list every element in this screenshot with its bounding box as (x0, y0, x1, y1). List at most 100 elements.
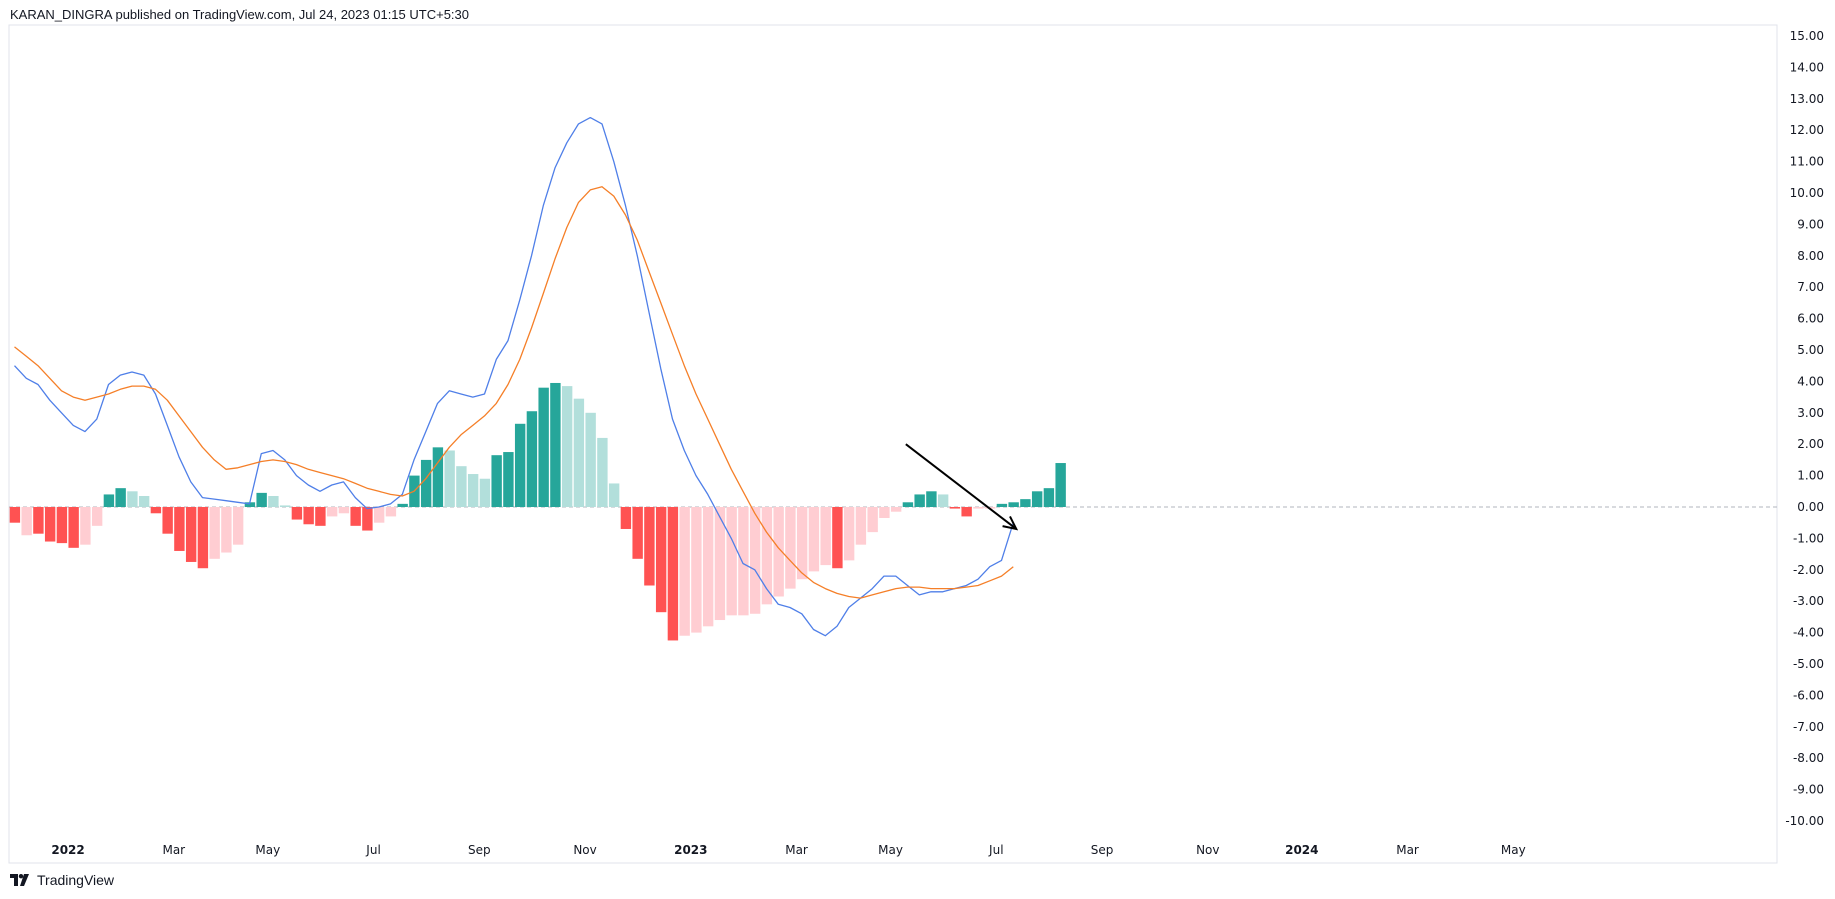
time-axis-month-label: Sep (468, 843, 491, 857)
price-axis-label: 2.00 (1797, 437, 1824, 451)
macd-line (14, 116, 1014, 637)
histogram-bar (244, 502, 256, 507)
histogram-bar (1055, 463, 1066, 507)
histogram-bar (726, 507, 737, 616)
histogram-bar (268, 496, 279, 507)
price-axis-label: -3.00 (1793, 594, 1824, 608)
price-axis-label: 7.00 (1797, 280, 1824, 294)
price-axis-label: 4.00 (1797, 374, 1824, 388)
histogram-bar (115, 488, 126, 507)
histogram-bar (385, 507, 397, 517)
histogram-bar (714, 507, 726, 621)
histogram-bar (33, 507, 44, 534)
price-axis-label: 3.00 (1797, 406, 1824, 420)
histogram-bar (949, 507, 961, 509)
histogram-bar (573, 398, 585, 507)
price-axis-label: 15.00 (1790, 29, 1824, 43)
histogram-bar (526, 411, 538, 507)
histogram-bar (890, 507, 902, 512)
annotation-arrow[interactable] (905, 443, 1019, 531)
histogram-bar (138, 496, 150, 507)
time-axis-month-label: May (878, 843, 903, 857)
price-axis-label: -1.00 (1793, 531, 1824, 545)
histogram-bar (21, 507, 32, 536)
histogram-bar (644, 507, 655, 586)
histogram-bar (373, 507, 385, 523)
histogram-bar (679, 507, 690, 636)
histogram-bar (973, 507, 984, 509)
histogram-bar (162, 507, 173, 534)
histogram-bar (326, 507, 338, 517)
time-axis-month-label: May (1501, 843, 1526, 857)
time-axis-month-label: Mar (162, 843, 185, 857)
histogram-bar (456, 466, 467, 507)
time-axis-month-label: Jul (365, 843, 380, 857)
price-axis-label: 0.00 (1797, 500, 1824, 514)
histogram-bar (550, 382, 561, 507)
histogram-bar (773, 507, 784, 597)
histogram-bar (926, 491, 937, 507)
histogram-bar (761, 507, 773, 605)
histogram-bar (150, 507, 162, 514)
histogram-bar (855, 507, 867, 545)
histogram-bar (303, 507, 314, 525)
price-axis-label: 1.00 (1797, 469, 1824, 483)
price-axis-label: -10.00 (1785, 814, 1824, 828)
histogram-bar (362, 507, 373, 531)
histogram-bar (820, 507, 831, 566)
histogram-bar (832, 507, 843, 569)
histogram-bar (397, 503, 408, 507)
histogram-bar (879, 507, 890, 518)
histogram-bar (174, 507, 185, 551)
histogram-bar (221, 507, 232, 553)
tradingview-brand[interactable]: TradingView (10, 872, 114, 888)
lines-layer (14, 116, 1014, 637)
time-axis-month-label: Sep (1091, 843, 1114, 857)
time-axis-month-label: Nov (573, 843, 596, 857)
histogram-bar (291, 507, 303, 520)
histogram-bar (843, 507, 855, 561)
price-axis-label: -4.00 (1793, 626, 1824, 640)
price-axis-label: 11.00 (1790, 155, 1824, 169)
histogram-bar (91, 507, 103, 526)
time-axis-month-label: Nov (1196, 843, 1219, 857)
histogram-bar (232, 507, 244, 545)
histogram-bar (608, 483, 620, 507)
histogram-bar (491, 455, 502, 507)
price-axis-label: -7.00 (1793, 720, 1824, 734)
histogram-bar (585, 412, 596, 507)
histogram-bar (467, 474, 479, 507)
time-axis[interactable]: 2022 Mar May Jul Sep Nov 2023 Mar May Jul Sep Nov 20… (51, 843, 1525, 857)
annotation-arrow-head (1002, 516, 1019, 531)
histogram-bar (68, 507, 79, 548)
histogram-bar (9, 507, 21, 523)
annotation-layer[interactable] (905, 443, 1019, 531)
histogram-bar (1008, 502, 1019, 507)
price-axis[interactable]: 15.00 14.00 13.00 12.00 11.00 10.00 9.00 8.00 7.… (1785, 29, 1824, 828)
histogram-bar (432, 447, 444, 507)
histogram-bar (350, 507, 361, 526)
histogram-bar (691, 507, 702, 633)
histogram-bar (867, 507, 878, 533)
histogram-bar (655, 507, 667, 613)
histogram-bar (1020, 499, 1031, 507)
tradingview-brand-label: TradingView (37, 872, 115, 888)
tradingview-logo-icon (10, 874, 29, 886)
histogram-bar (185, 507, 197, 562)
publish-header: KARAN_DINGRA published on TradingView.co… (10, 7, 469, 22)
histogram-bar (479, 478, 491, 507)
histogram-bar (514, 423, 526, 507)
price-axis-label: -8.00 (1793, 751, 1824, 765)
price-axis-label: 12.00 (1790, 123, 1824, 137)
time-axis-month-label: Mar (785, 843, 808, 857)
histogram-bar (620, 507, 632, 529)
signal-line (14, 186, 1014, 599)
histogram-bar (315, 507, 326, 526)
histogram-bar (667, 507, 679, 641)
histogram-bar (961, 507, 972, 517)
histogram-bar (914, 494, 925, 507)
price-axis-label: 10.00 (1790, 186, 1824, 200)
price-axis-label: 14.00 (1790, 60, 1824, 74)
histogram-bar (44, 507, 56, 542)
